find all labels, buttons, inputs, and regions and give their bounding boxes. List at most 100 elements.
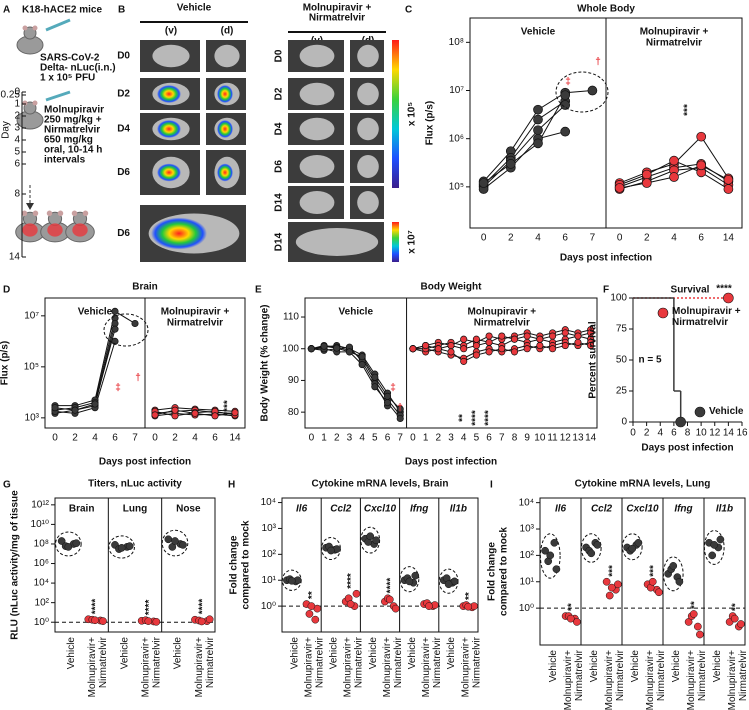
row-label: D14 xyxy=(274,232,285,251)
y-axis-label: compared to mock xyxy=(499,527,510,616)
x-tick-label: 0 xyxy=(410,433,416,444)
series-line xyxy=(55,310,136,407)
x-tick-label: 0 xyxy=(152,433,158,444)
y-axis-label: Percent survival xyxy=(588,321,599,398)
x-tick-label: 7 xyxy=(499,433,505,444)
data-point xyxy=(472,351,480,359)
y-tick-label: 10⁵ xyxy=(449,182,464,193)
day-tick-label: 5 xyxy=(14,147,20,158)
mouse-ear xyxy=(21,210,28,217)
data-point xyxy=(345,348,353,356)
data-point xyxy=(689,610,698,618)
x-tick-label: Nirmatrelvir xyxy=(656,649,667,701)
data-point xyxy=(560,90,571,101)
group-title: Ccl2 xyxy=(330,504,352,515)
x-tick-label: 3 xyxy=(448,433,454,444)
x-tick-label: Vehicle xyxy=(630,650,641,683)
mouse-silhouette xyxy=(299,44,335,68)
mouse-silhouette xyxy=(357,44,379,68)
x-tick-label: Nirmatrelvir xyxy=(432,636,443,688)
data-point xyxy=(396,405,404,413)
highlight-ellipse xyxy=(539,533,561,579)
highlight-ellipse xyxy=(621,533,643,561)
chart-title: Brain xyxy=(132,282,158,293)
data-point xyxy=(614,183,625,193)
x-tick-label: 2 xyxy=(644,428,650,439)
group-title: Il1b xyxy=(716,504,733,515)
group-title: Ifng xyxy=(410,504,428,515)
y-axis-label: Fold change xyxy=(229,535,240,594)
group-title: Ccl2 xyxy=(591,504,613,515)
series-line xyxy=(54,341,116,414)
y-tick-label: 10⁰ xyxy=(261,601,276,612)
data-point xyxy=(566,614,575,623)
day-tick-label: 0.25 xyxy=(1,90,21,101)
data-point xyxy=(171,406,179,414)
row-label: D4 xyxy=(117,124,130,135)
x-tick-label: 8 xyxy=(685,428,691,439)
x-tick-label: 2 xyxy=(172,433,178,444)
x-tick-label: Molnupiravir+ xyxy=(140,637,151,697)
data-point xyxy=(723,174,734,185)
y-tick-label: 100 xyxy=(610,293,627,304)
syringe xyxy=(45,90,71,102)
plot-frame xyxy=(281,497,479,633)
panel-title: Nirmatrelvir xyxy=(646,38,702,49)
chart-title: Cytokine mRNA levels, Brain xyxy=(312,479,449,490)
x-tick-label: Nirmatrelvir xyxy=(738,649,749,701)
x-tick-label: Nirmatrelvir xyxy=(615,649,626,701)
x-tick-label: Vehicle xyxy=(712,650,723,683)
infection-text: 1 x 10⁵ PFU xyxy=(40,73,95,84)
x-tick-label: 13 xyxy=(572,433,584,444)
data-point xyxy=(111,325,119,333)
signal xyxy=(217,120,233,138)
x-tick-label: Molnupiravir+ xyxy=(686,650,697,710)
row-label: D4 xyxy=(274,122,285,135)
x-tick-label: Vehicle xyxy=(329,637,340,670)
data-point xyxy=(409,345,417,353)
panel-label: A xyxy=(3,5,10,16)
data-point xyxy=(91,616,99,625)
data-point xyxy=(498,345,506,353)
treatment-text: Molnupiravir xyxy=(44,105,104,116)
panel-title: Vehicle xyxy=(339,307,374,318)
x-tick-label: 4 xyxy=(535,233,541,244)
x-tick-label: 14 xyxy=(585,433,597,444)
x-tick-label: Nirmatrelvir xyxy=(315,636,326,688)
panel-title: Molnupiravir + xyxy=(161,307,230,318)
x-tick-label: 14 xyxy=(723,233,735,244)
highlight-ellipse xyxy=(555,71,609,113)
x-tick-label: Vehicle xyxy=(671,650,682,683)
group-title: Molnupiravir + xyxy=(303,3,372,14)
panel-label: B xyxy=(118,5,125,16)
y-tick-label: 75 xyxy=(616,324,628,335)
panel-title: Molnupiravir + xyxy=(467,307,536,318)
mouse-silhouette xyxy=(152,44,190,68)
x-tick-label: 0 xyxy=(630,428,636,439)
y-tick-label: 10⁶ xyxy=(449,133,464,144)
y-tick-label: 10⁸ xyxy=(449,37,464,48)
data-point xyxy=(498,332,506,340)
panel-label: D xyxy=(3,285,10,296)
data-point xyxy=(478,178,489,188)
x-tick-label: 0 xyxy=(481,233,487,244)
chart-title: Titers, nLuc activity xyxy=(88,479,182,490)
panel-title: Nirmatrelvir xyxy=(474,318,530,329)
panel-title: Molnupiravir + xyxy=(640,27,709,38)
annotation: ‡ xyxy=(565,77,571,88)
data-point xyxy=(694,622,702,631)
y-tick-label: 10⁴ xyxy=(519,497,534,508)
data-point xyxy=(533,104,543,115)
mouse-ear xyxy=(57,210,64,217)
signal xyxy=(157,85,181,103)
legend-label: Molnupiravir + Nirmatrelvir xyxy=(672,306,741,328)
data-point xyxy=(552,565,561,574)
x-tick-label: 12 xyxy=(709,428,721,439)
data-point xyxy=(372,536,380,545)
x-tick-label: 4 xyxy=(92,433,98,444)
annotation: † xyxy=(595,57,601,68)
x-tick-label: 1 xyxy=(321,433,327,444)
data-point xyxy=(574,338,582,346)
group-title: Brain xyxy=(69,504,95,515)
panel-title: Vehicle xyxy=(521,27,556,38)
